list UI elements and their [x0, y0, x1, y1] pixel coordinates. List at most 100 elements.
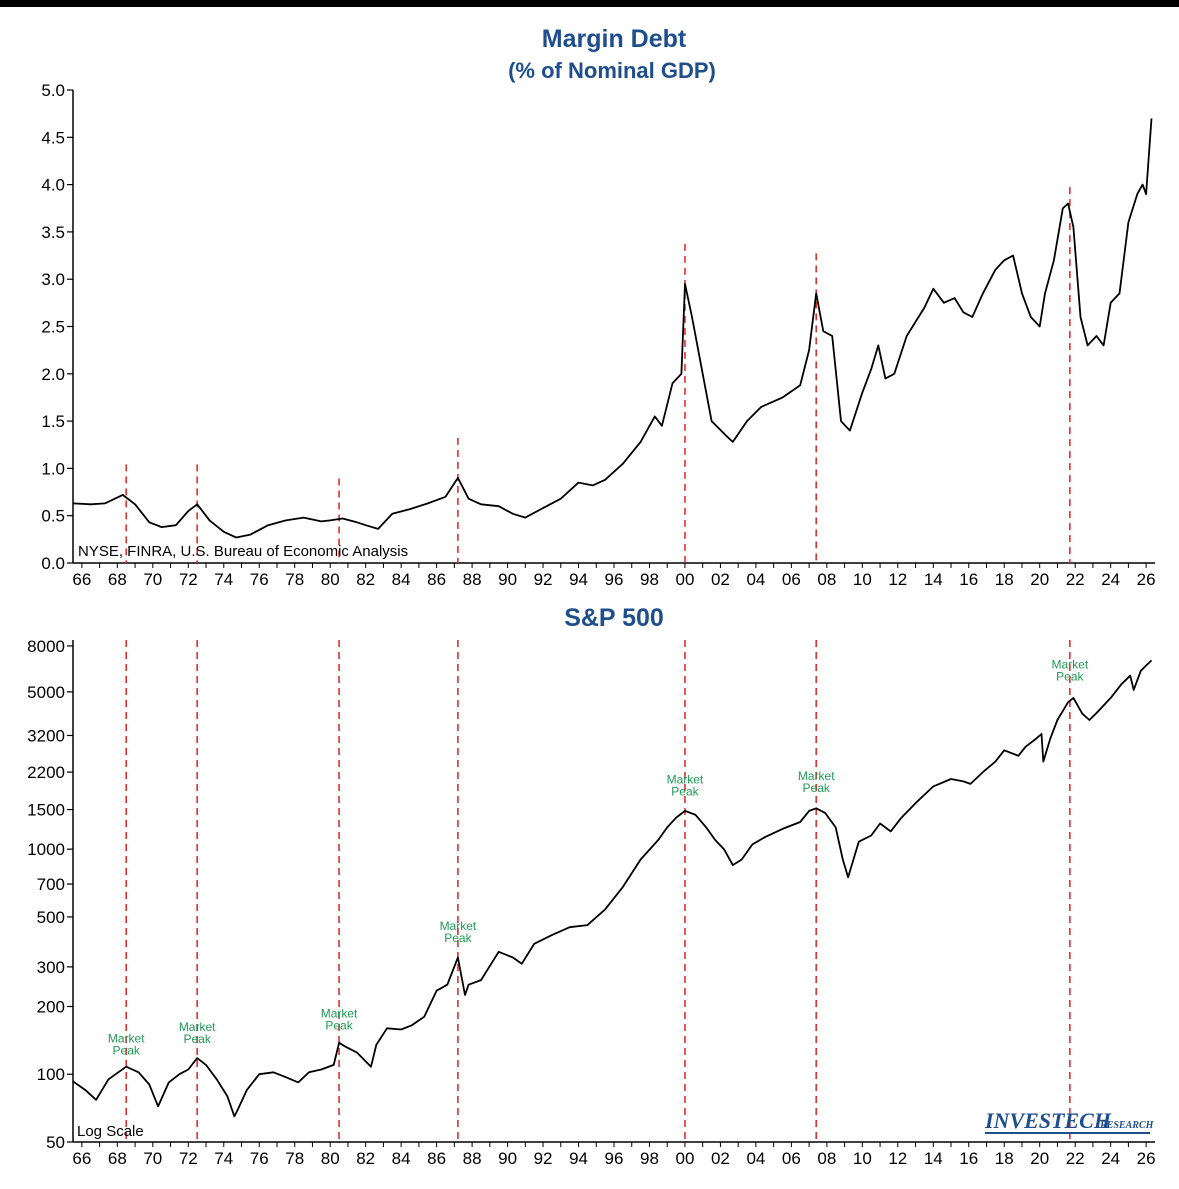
market-peak-label-line2: Peak: [183, 1032, 211, 1046]
x-tick-label: 18: [995, 570, 1014, 589]
x-tick-label: 84: [392, 1149, 411, 1168]
x-tick-label: 70: [143, 570, 162, 589]
x-tick-label: 82: [356, 1149, 375, 1168]
y-tick-label: 2200: [27, 763, 65, 782]
x-tick-label: 96: [605, 570, 624, 589]
x-tick-label: 22: [1066, 570, 1085, 589]
x-tick-label: 68: [108, 570, 127, 589]
x-tick-label: 04: [746, 1149, 765, 1168]
market-peak-label-line2: Peak: [671, 784, 699, 798]
investech-logo: INVESTECH RESEARCH: [984, 1108, 1155, 1134]
x-tick-label: 18: [995, 1149, 1014, 1168]
x-tick-label: 88: [463, 570, 482, 589]
x-tick-label: 10: [853, 1149, 872, 1168]
x-tick-label: 00: [675, 570, 694, 589]
y-tick-label: 4.5: [41, 128, 65, 147]
x-tick-label: 76: [250, 1149, 269, 1168]
x-tick-label: 68: [108, 1149, 127, 1168]
y-tick-label: 700: [37, 875, 65, 894]
y-tick-label: 3.5: [41, 223, 65, 242]
market-peak-label-line1: Market: [440, 919, 477, 933]
x-tick-label: 22: [1066, 1149, 1085, 1168]
x-tick-label: 24: [1101, 1149, 1120, 1168]
x-tick-label: 66: [72, 1149, 91, 1168]
top-border: [0, 0, 1179, 7]
market-peak-label-line1: Market: [798, 769, 835, 783]
logo-text: INVESTECH: [984, 1108, 1112, 1133]
y-tick-label: 200: [37, 997, 65, 1016]
x-tick-label: 90: [498, 570, 517, 589]
series-line: [72, 659, 1153, 1118]
x-tick-label: 98: [640, 570, 659, 589]
y-tick-label: 1000: [27, 840, 65, 859]
logo-subtext: RESEARCH: [1099, 1120, 1155, 1131]
x-tick-label: 88: [463, 1149, 482, 1168]
market-peak-label-line2: Peak: [113, 1043, 141, 1057]
market-peak-label-line2: Peak: [444, 931, 472, 945]
y-tick-label: 2.0: [41, 365, 65, 384]
x-tick-label: 02: [711, 570, 730, 589]
x-tick-label: 20: [1030, 1149, 1049, 1168]
x-tick-label: 74: [214, 570, 233, 589]
market-peak-label-line1: Market: [667, 772, 704, 786]
x-tick-label: 06: [782, 570, 801, 589]
market-peak-label-line1: Market: [1052, 658, 1089, 672]
x-tick-label: 12: [888, 1149, 907, 1168]
y-tick-label: 5.0: [41, 81, 65, 100]
x-tick-label: 94: [569, 570, 588, 589]
margin-chart-source: NYSE, FINRA, U.S. Bureau of Economic Ana…: [78, 543, 408, 560]
x-tick-label: 12: [888, 570, 907, 589]
x-tick-label: 98: [640, 1149, 659, 1168]
x-tick-label: 70: [143, 1149, 162, 1168]
x-tick-label: 72: [179, 570, 198, 589]
y-tick-label: 500: [37, 908, 65, 927]
market-peak-label-line1: Market: [108, 1031, 145, 1045]
y-tick-label: 0.5: [41, 507, 65, 526]
x-tick-label: 14: [924, 1149, 943, 1168]
y-tick-label: 0.0: [41, 554, 65, 573]
y-tick-label: 1500: [27, 801, 65, 820]
series-line: [72, 118, 1153, 539]
y-tick-label: 300: [37, 958, 65, 977]
y-tick-label: 3.0: [41, 270, 65, 289]
x-tick-label: 16: [959, 570, 978, 589]
x-tick-label: 96: [605, 1149, 624, 1168]
y-tick-label: 3200: [27, 726, 65, 745]
y-tick-label: 2.5: [41, 318, 65, 337]
x-tick-label: 74: [214, 1149, 233, 1168]
x-tick-label: 26: [1137, 1149, 1156, 1168]
x-tick-label: 00: [675, 1149, 694, 1168]
x-tick-label: 78: [285, 1149, 304, 1168]
x-tick-label: 78: [285, 570, 304, 589]
x-tick-label: 92: [534, 1149, 553, 1168]
margin-chart-title: Margin Debt: [542, 25, 687, 53]
x-tick-label: 94: [569, 1149, 588, 1168]
x-tick-label: 20: [1030, 570, 1049, 589]
x-tick-label: 24: [1101, 570, 1120, 589]
x-tick-label: 86: [427, 1149, 446, 1168]
market-peak-label-line2: Peak: [325, 1018, 353, 1032]
x-tick-label: 26: [1137, 570, 1156, 589]
log-scale-note: Log Scale: [77, 1123, 144, 1140]
x-tick-label: 72: [179, 1149, 198, 1168]
x-tick-label: 02: [711, 1149, 730, 1168]
margin-chart-subtitle: (% of Nominal GDP): [508, 58, 716, 83]
y-tick-label: 5000: [27, 683, 65, 702]
y-tick-label: 1.0: [41, 459, 65, 478]
x-tick-label: 80: [321, 1149, 340, 1168]
market-peak-label-line2: Peak: [1056, 670, 1084, 684]
x-tick-label: 16: [959, 1149, 978, 1168]
y-tick-label: 8000: [27, 637, 65, 656]
x-tick-label: 76: [250, 570, 269, 589]
x-tick-label: 10: [853, 570, 872, 589]
x-tick-label: 14: [924, 570, 943, 589]
x-tick-label: 92: [534, 570, 553, 589]
x-tick-label: 08: [817, 1149, 836, 1168]
market-peak-label-line2: Peak: [803, 781, 831, 795]
x-tick-label: 04: [746, 570, 765, 589]
x-tick-label: 06: [782, 1149, 801, 1168]
x-tick-label: 82: [356, 570, 375, 589]
sp500-chart: 5010020030050070010001500220032005000800…: [27, 637, 1155, 1168]
x-tick-label: 86: [427, 570, 446, 589]
